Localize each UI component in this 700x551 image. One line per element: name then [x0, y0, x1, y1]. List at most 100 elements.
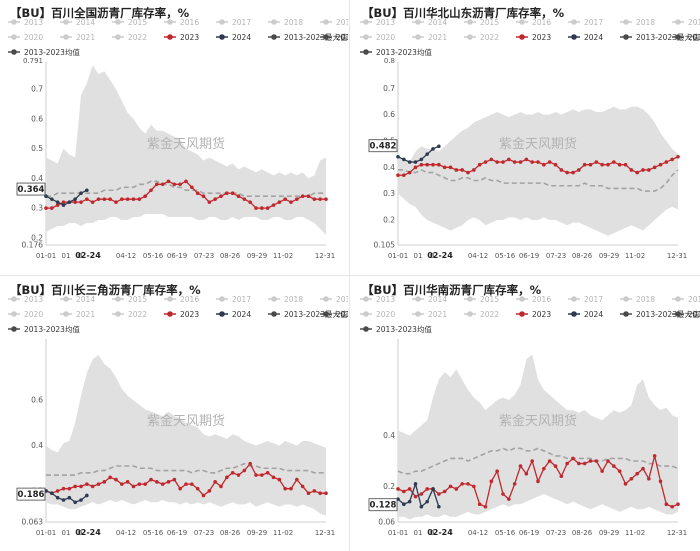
series-2023-point [530, 459, 534, 463]
series-2023-point [300, 194, 305, 198]
series-2023-point [248, 461, 252, 466]
y-axis-top-label: 0.8 [384, 57, 395, 65]
legend-label-2019: 2019 [688, 18, 700, 27]
x-tick-label: 02-24 [427, 251, 453, 260]
current-value-box [16, 487, 46, 501]
series-2023-point [312, 197, 317, 201]
x-tick-label: 02-24 [75, 251, 101, 260]
series-2023-point [207, 200, 212, 204]
series-2024-point [419, 157, 424, 162]
legend-marker-2024 [219, 34, 225, 40]
series-2023-point [172, 182, 177, 187]
legend-marker-2019 [675, 19, 681, 25]
series-2023-point [61, 200, 66, 204]
series-2023-point [120, 482, 124, 486]
series-2023-point [606, 162, 610, 167]
y-tick-label: 0.2 [31, 233, 43, 242]
legend-marker-2019 [323, 19, 329, 25]
band-max-min-area [398, 106, 678, 236]
legend-label-2013-2023均值: 2013-2023均值 [376, 324, 432, 334]
legend-label-2023: 2023 [180, 310, 199, 319]
series-2023-point [230, 191, 235, 196]
series-2023-point [507, 497, 511, 501]
x-tick-label: 08-26 [220, 252, 241, 260]
series-2023-point [55, 489, 60, 493]
series-2023-point [242, 197, 247, 201]
series-2023-point [553, 162, 558, 167]
legend-marker-2023 [167, 34, 173, 40]
legend-marker-2019 [323, 296, 329, 302]
series-2023-point [143, 194, 147, 198]
legend-marker-2013-2023最小值 [323, 311, 329, 317]
series-2023-point [571, 170, 575, 175]
series-2023-point [306, 194, 311, 198]
series-2023-point [213, 480, 217, 484]
legend-marker-2017 [219, 19, 225, 25]
legend-label-2020: 2020 [376, 33, 395, 42]
series-2023-point [225, 475, 229, 480]
series-2023-point [79, 200, 83, 204]
series-2024-point [79, 498, 83, 502]
series-2023-point [577, 168, 581, 172]
legend-label-2024: 2024 [232, 33, 251, 42]
series-2023-point [466, 170, 470, 175]
series-2023-point [594, 160, 599, 164]
legend-label-2023: 2023 [532, 310, 551, 319]
legend-label-2022: 2022 [480, 310, 499, 319]
series-2023-point [120, 197, 124, 201]
legend-label-2020: 2020 [376, 310, 395, 319]
series-2023-point [600, 469, 604, 473]
chart-panel-national: 【BU】百川全国沥青厂库存率，% 2013 2014 2015 2016 2017 2018… [0, 0, 348, 274]
legend-marker-2016 [167, 296, 173, 302]
series-2023-point [407, 487, 412, 491]
legend-label-2013-2023均值: 2013-2023均值 [376, 47, 432, 57]
series-2023-point [73, 484, 77, 489]
legend-label-2013-2023最大值: 2013-2023最大值 [284, 309, 348, 319]
legend-marker-2016 [167, 19, 173, 25]
series-2023-point [195, 191, 200, 196]
legend-marker-2020 [11, 34, 17, 40]
x-tick-label: 06-19 [167, 529, 187, 537]
series-2024-point [55, 200, 60, 204]
x-tick-label: 07-23 [194, 529, 214, 537]
series-2023-point [442, 489, 447, 494]
series-2023-point [512, 160, 517, 164]
series-2023-point [254, 206, 258, 210]
series-2023-point [559, 168, 564, 172]
legend-marker-2022 [467, 311, 473, 317]
series-2023-point [623, 162, 628, 167]
x-tick-label: 09-29 [599, 529, 619, 537]
legend-marker-2024 [571, 311, 577, 317]
legend-label-2021: 2021 [428, 310, 447, 319]
y-tick-label: 0.5 [31, 144, 43, 153]
legend-marker-2014 [63, 296, 69, 302]
series-2023-point [477, 162, 482, 167]
series-2023-point [489, 157, 494, 162]
legend-marker-2018 [271, 19, 277, 25]
x-tick-label: 0 [430, 529, 434, 537]
series-2023-point [312, 489, 317, 493]
series-2024-point [50, 197, 54, 201]
legend-marker-2013-2023最大值 [623, 311, 629, 317]
chart-title: 【BU】百川华北山东沥青厂库存率，% [362, 6, 565, 20]
chart-svg-south-china: 【BU】百川华南沥青厂库存率，%2013 2014 2015 2016 2017 2018… [360, 283, 700, 537]
series-2023-point [44, 206, 48, 210]
series-2023-point [658, 479, 663, 484]
y-tick-label: 0.176 [22, 241, 44, 250]
series-2023-point [178, 182, 182, 187]
series-2023-point [166, 179, 171, 184]
series-2023-point [283, 197, 287, 201]
legend-label-2024: 2024 [232, 310, 251, 319]
series-2023-point [102, 480, 107, 484]
x-tick-label: 01-01 [388, 529, 408, 537]
series-2023-point [425, 487, 429, 491]
series-2023-point [236, 473, 241, 477]
legend-label-2018: 2018 [636, 295, 655, 304]
series-2023-point [219, 484, 223, 489]
series-2023-point [318, 491, 322, 496]
x-tick-label: 05-16 [495, 252, 516, 260]
legend-marker-2015 [467, 19, 473, 25]
legend-marker-2017 [571, 19, 577, 25]
legend-marker-2013 [363, 296, 369, 302]
series-2023-point [265, 206, 270, 210]
